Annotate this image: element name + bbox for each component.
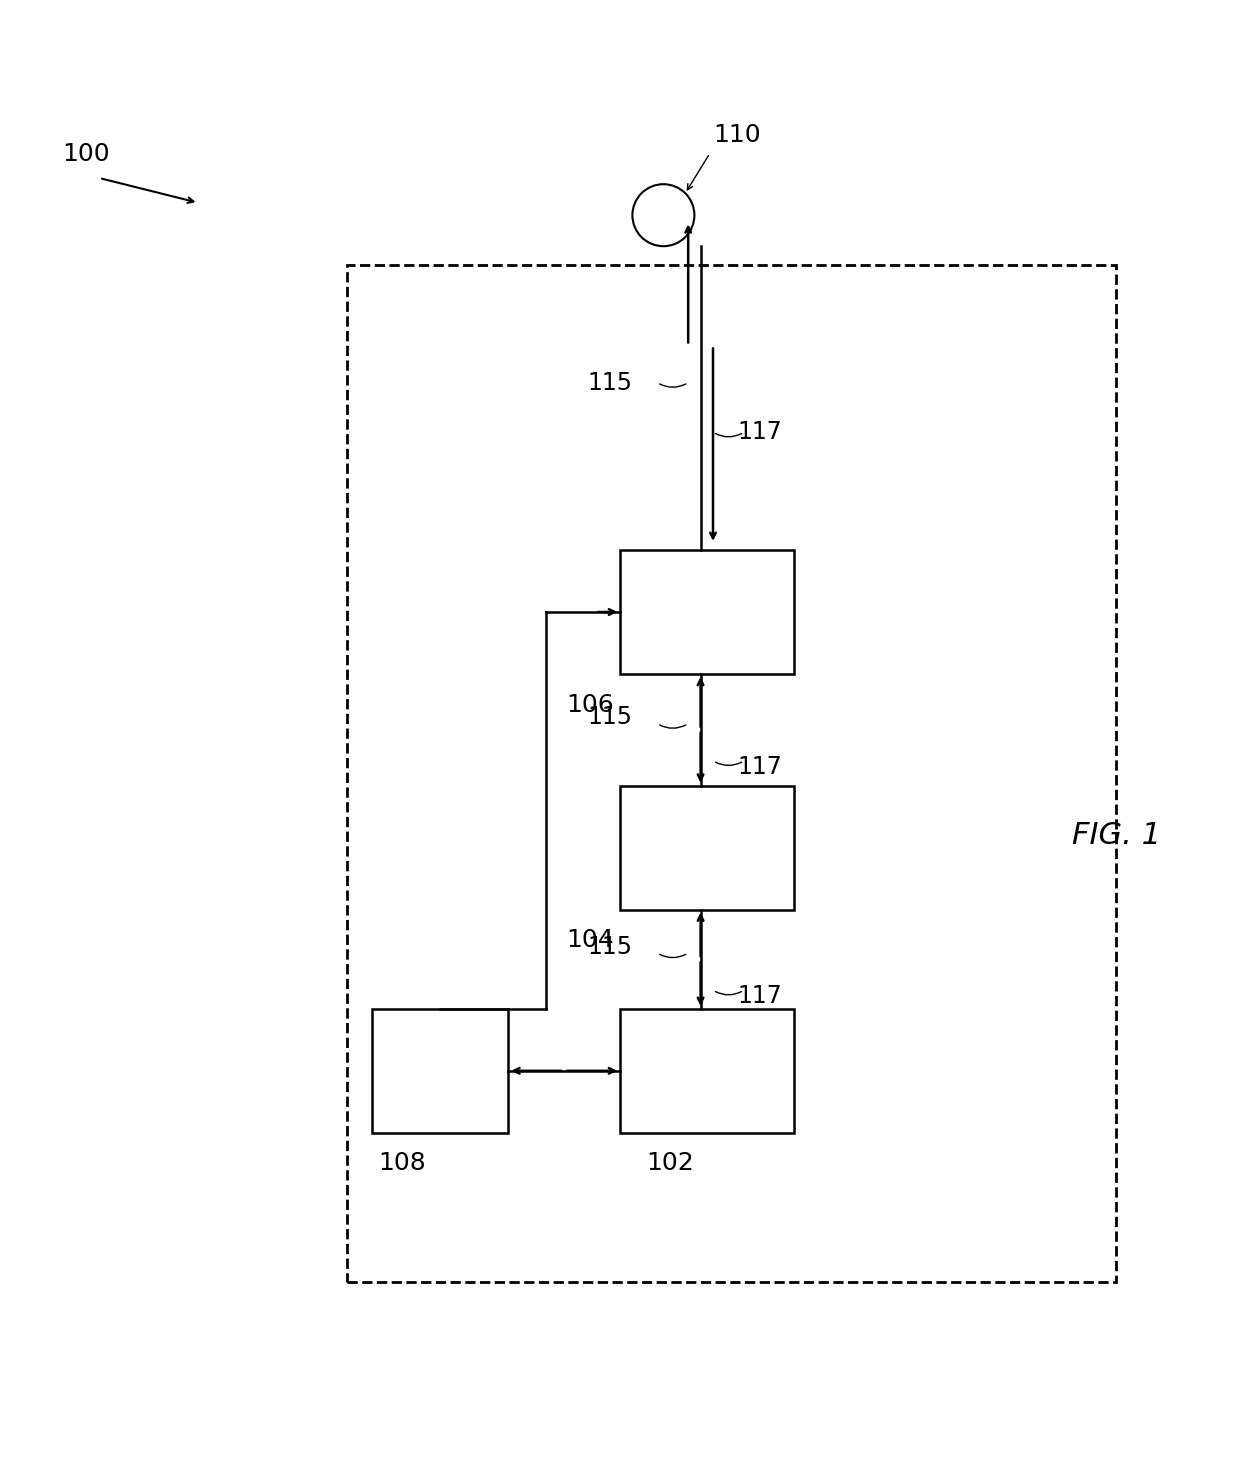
Bar: [620, 786, 794, 910]
Bar: [372, 1008, 508, 1133]
Text: 110: 110: [713, 124, 760, 147]
Text: 102: 102: [646, 1151, 694, 1176]
Text: FIG. 1: FIG. 1: [1071, 821, 1161, 849]
Text: 106: 106: [565, 693, 614, 717]
Text: 117: 117: [738, 420, 782, 445]
Text: 117: 117: [738, 755, 782, 779]
Text: 108: 108: [378, 1151, 427, 1176]
Text: 100: 100: [62, 141, 109, 166]
Text: 117: 117: [738, 985, 782, 1008]
Text: 115: 115: [588, 705, 632, 730]
Text: 115: 115: [588, 935, 632, 958]
Text: 115: 115: [588, 371, 632, 394]
Text: 104: 104: [565, 929, 614, 952]
Bar: [620, 1008, 794, 1133]
Bar: [620, 551, 794, 674]
Circle shape: [632, 184, 694, 246]
